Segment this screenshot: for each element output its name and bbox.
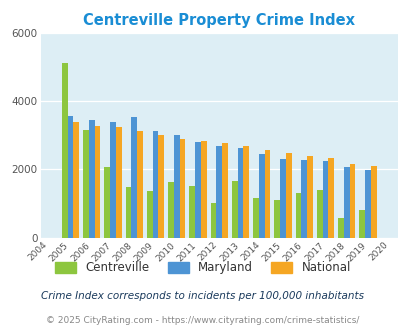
Bar [179,139,185,238]
Bar [370,166,376,238]
Bar [94,126,100,238]
Bar [301,160,307,238]
Legend: Centreville, Maryland, National: Centreville, Maryland, National [50,257,355,279]
Bar [137,131,143,238]
Bar [358,210,364,238]
Bar [295,193,301,238]
Bar [328,158,333,238]
Bar [168,182,173,238]
Bar [337,218,343,238]
Bar [210,203,216,238]
Bar [279,159,285,238]
Text: © 2025 CityRating.com - https://www.cityrating.com/crime-statistics/: © 2025 CityRating.com - https://www.city… [46,316,359,325]
Bar [307,156,312,238]
Bar [258,154,264,238]
Bar [216,146,222,238]
Bar [104,167,110,238]
Bar [349,164,354,238]
Bar [83,130,89,238]
Bar [322,161,328,238]
Bar [67,116,73,238]
Bar [115,127,121,238]
Bar [173,135,179,238]
Bar [343,167,349,238]
Bar [147,191,152,238]
Bar [189,186,195,238]
Bar [316,190,322,238]
Bar [253,198,258,238]
Bar [195,142,200,238]
Title: Centreville Property Crime Index: Centreville Property Crime Index [83,13,354,28]
Bar [243,146,249,238]
Bar [89,120,94,238]
Bar [110,122,115,238]
Bar [231,181,237,238]
Bar [158,135,164,238]
Bar [62,63,67,238]
Bar [274,200,279,238]
Bar [237,148,243,238]
Bar [285,153,291,238]
Bar [125,187,131,238]
Bar [131,117,137,238]
Bar [222,143,227,238]
Bar [73,122,79,238]
Text: Crime Index corresponds to incidents per 100,000 inhabitants: Crime Index corresponds to incidents per… [41,291,364,301]
Bar [200,141,206,238]
Bar [152,131,158,238]
Bar [364,170,370,238]
Bar [264,150,270,238]
